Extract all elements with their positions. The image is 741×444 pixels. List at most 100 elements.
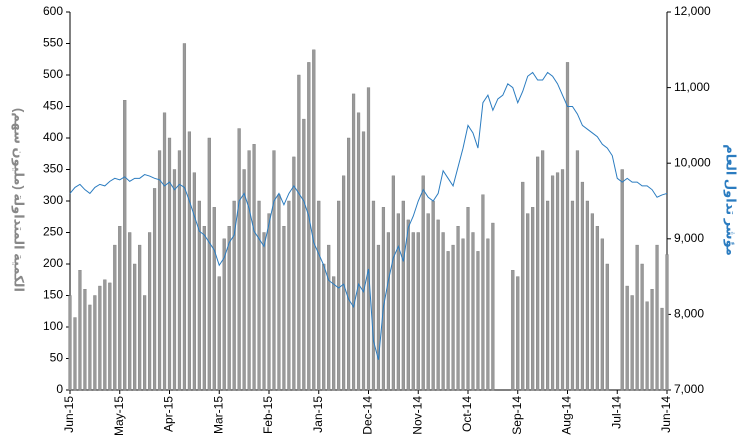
bar: [511, 270, 515, 391]
bar: [451, 244, 455, 391]
y2-tick-label: 12,000: [674, 4, 711, 18]
bar: [247, 150, 251, 391]
bar: [461, 238, 465, 391]
bar: [237, 128, 241, 391]
y-tick-label: 600: [43, 4, 63, 18]
bar: [650, 289, 654, 391]
bar: [267, 213, 271, 391]
y2-tick-label: 11,000: [674, 80, 710, 94]
bar: [73, 317, 77, 391]
x-tick-label: May-15: [112, 396, 126, 436]
bar: [277, 194, 281, 391]
bar: [98, 285, 102, 391]
y-tick-label: 450: [43, 99, 63, 113]
bar: [83, 289, 87, 391]
bar: [113, 244, 117, 391]
y-tick-label: 100: [43, 319, 63, 333]
bar: [555, 172, 560, 391]
bar: [386, 232, 390, 391]
bar: [143, 295, 147, 391]
bar: [207, 137, 211, 391]
bar: [138, 244, 142, 391]
bar: [421, 175, 425, 391]
bar: [471, 232, 475, 391]
bar: [376, 244, 381, 391]
bar: [242, 169, 246, 391]
bar: [356, 112, 361, 391]
bar: [486, 238, 490, 391]
bar: [481, 194, 485, 391]
y-tick-label: 550: [43, 36, 63, 50]
bar: [630, 295, 634, 391]
x-tick-label: Jun-14: [659, 396, 673, 433]
bar: [123, 99, 127, 391]
bar: [342, 175, 346, 391]
bar: [202, 225, 206, 391]
y-tick-label: 200: [43, 256, 63, 270]
y-tick-label: 150: [43, 288, 63, 302]
y-tick-label: 250: [43, 225, 63, 239]
y-axis-label: الكمية المتداولة (مليون سهم): [12, 108, 27, 292]
bar: [172, 169, 177, 391]
bar: [192, 172, 196, 391]
bar: [162, 112, 167, 391]
bar: [625, 285, 629, 391]
y2-tick-label: 8,000: [674, 307, 704, 321]
bar: [272, 150, 276, 391]
bar: [147, 232, 152, 391]
bar: [212, 207, 216, 391]
y2-tick-label: 7,000: [674, 382, 704, 396]
bar: [635, 244, 639, 391]
bar: [640, 263, 644, 391]
bar: [416, 232, 420, 391]
bar: [441, 232, 445, 391]
bar: [337, 200, 341, 391]
bar: [287, 200, 291, 391]
bar: [217, 276, 221, 391]
bar: [401, 200, 405, 391]
bar: [78, 270, 82, 391]
bar: [262, 232, 266, 391]
bar: [257, 200, 261, 391]
y-tick-label: 500: [43, 67, 63, 81]
bar: [456, 225, 460, 391]
bar: [391, 175, 395, 391]
bar: [426, 213, 430, 391]
bar: [157, 150, 162, 391]
x-tick-label: Feb-15: [261, 396, 275, 434]
bar: [446, 251, 450, 391]
bar: [605, 263, 609, 391]
bar: [317, 200, 321, 391]
bar: [541, 150, 545, 391]
bar: [665, 254, 669, 391]
bar: [118, 225, 122, 391]
bar: [366, 87, 371, 391]
bar: [600, 238, 604, 391]
bar: [302, 118, 306, 391]
bar: [351, 93, 356, 391]
bar: [580, 181, 585, 391]
bar: [491, 222, 495, 391]
bar: [103, 279, 107, 391]
x-tick-label: Aug-14: [560, 396, 574, 435]
bar: [570, 200, 575, 391]
bar: [531, 207, 535, 391]
x-tick-label: Mar-15: [211, 396, 225, 434]
x-tick-label: Jan-15: [311, 396, 325, 433]
x-tick-label: Oct-14: [460, 396, 474, 432]
bar: [546, 200, 550, 391]
bar: [381, 207, 386, 391]
bar: [108, 282, 112, 391]
bar: [312, 49, 316, 391]
bar: [347, 137, 351, 391]
y2-tick-label: 10,000: [674, 155, 711, 169]
bar: [595, 225, 599, 391]
bar: [187, 131, 191, 391]
bar: [93, 295, 97, 391]
y-tick-label: 50: [50, 351, 64, 365]
bar: [466, 207, 470, 391]
bar: [297, 74, 301, 391]
bar: [167, 137, 172, 391]
y-tick-label: 0: [56, 382, 63, 396]
